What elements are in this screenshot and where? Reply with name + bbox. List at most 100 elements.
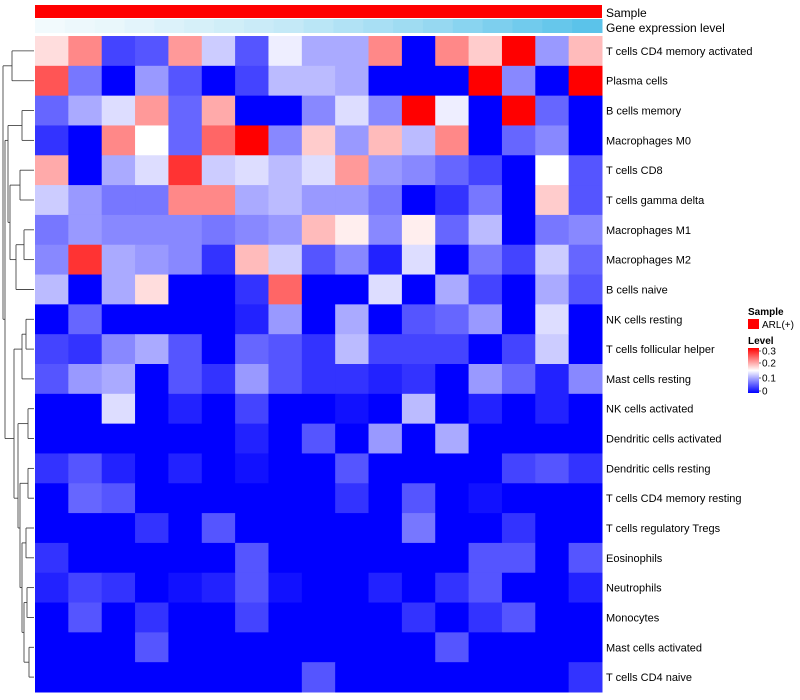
heatmap-cell (268, 602, 303, 633)
heatmap-cell (568, 513, 603, 544)
heatmap-cell (468, 453, 503, 484)
heatmap-cell (301, 453, 336, 484)
heatmap-cell (535, 423, 570, 454)
heatmap-cell (235, 274, 269, 305)
heatmap-cell (401, 453, 436, 484)
heatmap-cell (368, 602, 403, 633)
heatmap-cell (268, 572, 303, 604)
heatmap-cell (568, 274, 603, 305)
heatmap-cell (435, 393, 470, 425)
heatmap-cell (435, 185, 470, 216)
heatmap-cell (68, 334, 103, 365)
annotation-cell-gene-expression (422, 19, 454, 33)
heatmap-cell (101, 155, 136, 186)
heatmap-cell (501, 662, 536, 693)
heatmap-cell (168, 125, 203, 156)
heatmap-cell (235, 572, 269, 604)
heatmap-cell (501, 155, 536, 186)
heatmap-cell (35, 274, 69, 305)
annotation-cell-gene-expression (303, 19, 334, 33)
annotation-cell-gene-expression (64, 19, 96, 33)
heatmap-cell (435, 423, 470, 454)
heatmap-cell (235, 95, 269, 126)
heatmap-cell (268, 65, 303, 97)
heatmap-cell (101, 304, 136, 335)
heatmap-cell (135, 155, 169, 186)
heatmap-cell (368, 125, 403, 156)
heatmap-cell (101, 393, 136, 425)
heatmap-cell (135, 572, 169, 604)
heatmap-cell (401, 244, 436, 276)
heatmap-cell (335, 662, 370, 693)
heatmap-cell (268, 214, 303, 246)
heatmap-cell (35, 483, 69, 514)
heatmap-cell (235, 125, 269, 156)
heatmap-cell (568, 155, 603, 186)
heatmap-cell (268, 274, 303, 305)
heatmap-cell (35, 572, 69, 604)
heatmap-cell (268, 95, 303, 126)
heatmap-cell (501, 244, 536, 276)
heatmap-cell (201, 364, 236, 395)
heatmap-cell (335, 453, 370, 484)
row-label: T cells CD8 (606, 165, 663, 177)
heatmap-cell (401, 662, 436, 693)
annotation-cell-gene-expression (393, 19, 424, 33)
heatmap-cell (301, 632, 336, 663)
heatmap-cell (101, 185, 136, 216)
heatmap-cell (368, 513, 403, 544)
legend-title-sample: Sample (748, 307, 784, 318)
heatmap-cell (401, 185, 436, 216)
heatmap-cell (101, 542, 136, 574)
heatmap-cell (501, 483, 536, 514)
heatmap-cell (101, 65, 136, 97)
heatmap-cell (535, 65, 570, 97)
legend-swatch-arl (748, 319, 759, 329)
heatmap-cell (135, 423, 169, 454)
row-label: Monocytes (606, 612, 660, 624)
heatmap-cell (35, 393, 69, 425)
heatmap-cell (535, 542, 570, 574)
heatmap-cell (568, 185, 603, 216)
heatmap-cell (135, 542, 169, 574)
row-label: Neutrophils (606, 583, 662, 595)
heatmap-cell (501, 542, 536, 574)
heatmap-cell (35, 364, 69, 395)
heatmap-cell (568, 662, 603, 693)
heatmap-cell (301, 214, 336, 246)
heatmap-cell (168, 185, 203, 216)
heatmap-cell (468, 572, 503, 604)
heatmap-cell (468, 602, 503, 633)
heatmap-cell (35, 632, 69, 663)
row-label: NK cells activated (606, 404, 693, 416)
heatmap-cell (535, 334, 570, 365)
heatmap-cell (301, 36, 336, 67)
heatmap-cell (535, 602, 570, 633)
heatmap-cell (501, 513, 536, 544)
heatmap-cell (401, 364, 436, 395)
annotation-cell-gene-expression (572, 19, 603, 33)
heatmap-cell (35, 453, 69, 484)
heatmap-cell (568, 542, 603, 574)
heatmap-cell (468, 95, 503, 126)
heatmap-cell (535, 453, 570, 484)
heatmap-cell (468, 662, 503, 693)
heatmap-cell (535, 662, 570, 693)
heatmap-cell (401, 274, 436, 305)
heatmap-cell (268, 155, 303, 186)
heatmap-cell (301, 304, 336, 335)
heatmap-cell (401, 95, 436, 126)
heatmap-cell (535, 632, 570, 663)
heatmap-cell (135, 513, 169, 544)
row-label: NK cells resting (606, 314, 682, 326)
heatmap-cell (135, 185, 169, 216)
annotation-cell-gene-expression (512, 19, 543, 33)
annotation-cell-gene-expression (273, 19, 305, 33)
heatmap-cell (101, 214, 136, 246)
heatmap-cell (568, 244, 603, 276)
heatmap-cell (201, 513, 236, 544)
annotation-bar-sample (35, 5, 602, 18)
heatmap-cell (435, 65, 470, 97)
heatmap-cell (301, 274, 336, 305)
heatmap-cell (335, 364, 370, 395)
